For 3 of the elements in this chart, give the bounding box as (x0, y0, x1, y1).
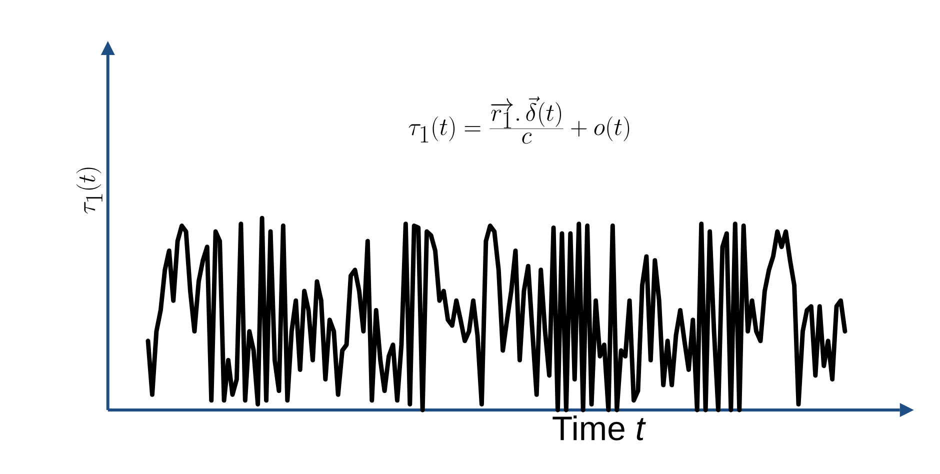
y-axis-title: $\tau_1(t)$ (76, 168, 102, 214)
x-axis-title: Time t (552, 416, 646, 440)
chart-title: $\tau_1(t) = \frac{\overrightarrow{r_1}.\,\vec{\delta}(t)}{c} + o(t)$ (408, 96, 630, 144)
